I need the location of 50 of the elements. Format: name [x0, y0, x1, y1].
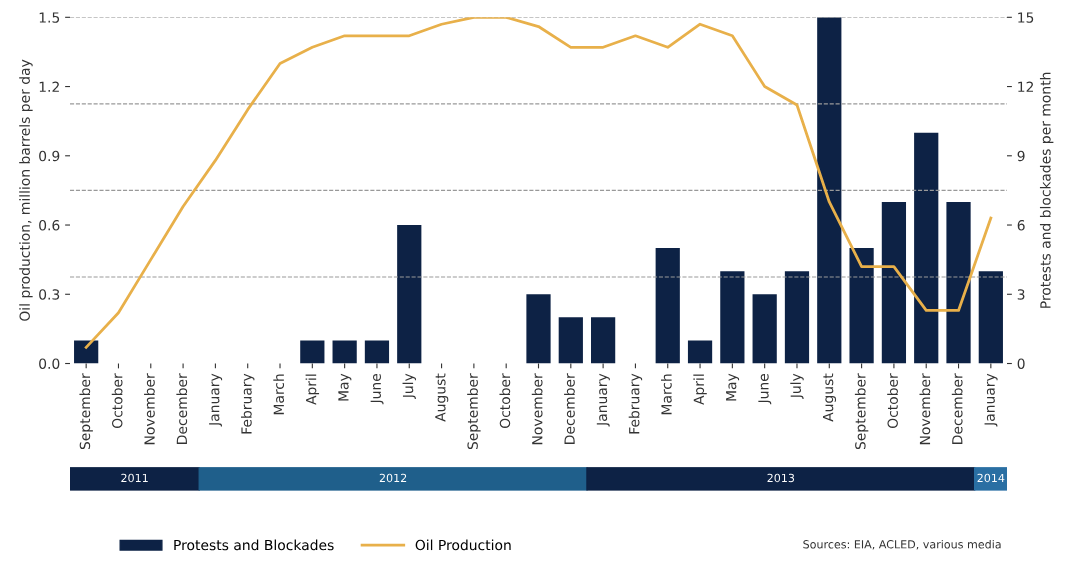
- y-tick-label: 1.5: [39, 12, 60, 23]
- x-tick-label: October: [111, 373, 123, 429]
- text: 2012: [379, 473, 407, 483]
- legend-label: Oil Production: [415, 539, 511, 551]
- x-tick-label: March: [661, 374, 672, 415]
- x-tick-label: September: [467, 373, 481, 450]
- text: 2013: [767, 473, 795, 483]
- x-tick-label: May: [726, 373, 740, 401]
- y-tick-label: 0.6: [39, 220, 60, 231]
- x-tick-label: June: [758, 373, 772, 405]
- y2-tick-label: 12: [1018, 81, 1033, 92]
- x-tick-label: February: [628, 373, 643, 434]
- y2-tick-label: 0: [1017, 358, 1025, 369]
- x-tick-label: July: [402, 373, 416, 399]
- x-tick-label: December: [564, 373, 575, 444]
- x-tick-label: September: [79, 373, 93, 450]
- y2-axis-title: Protests and blockades per month: [1039, 72, 1054, 308]
- x-tick-label: August: [435, 373, 449, 422]
- y-tick-label: 1.2: [39, 81, 59, 92]
- x-tick-label: April: [693, 374, 707, 405]
- y-tick-label: 0.3: [39, 289, 60, 300]
- y2-tick-label: 3: [1017, 289, 1025, 300]
- x-tick-label: November: [531, 373, 543, 445]
- x-tick-label: February: [240, 373, 255, 434]
- x-tick-label: November: [144, 373, 155, 445]
- x-tick-label: March: [273, 374, 285, 415]
- x-tick-label: November: [919, 373, 931, 445]
- x-tick-label: January: [209, 373, 223, 427]
- text: 2014: [977, 473, 1005, 483]
- x-tick-label: July: [790, 373, 804, 399]
- y-tick-label: 0.9: [39, 150, 60, 162]
- y-tick-label: 0.0: [39, 358, 60, 369]
- x-tick-label: December: [176, 373, 188, 444]
- x-tick-label: January: [984, 373, 998, 427]
- x-tick-label: April: [305, 374, 320, 405]
- x-tick-label: September: [854, 373, 869, 450]
- x-tick-label: October: [887, 373, 898, 429]
- y2-tick-label: 9: [1017, 150, 1025, 162]
- x-tick-label: October: [499, 373, 511, 429]
- x-tick-label: June: [370, 373, 384, 405]
- x-tick-label: August: [823, 373, 837, 422]
- x-tick-label: December: [951, 373, 963, 444]
- legend-label: Protests and Blockades: [174, 539, 334, 551]
- x-tick-label: May: [338, 373, 352, 401]
- y-axis-title: Oil production, million barrels per day: [19, 59, 33, 321]
- y2-tick-label: 6: [1017, 220, 1025, 231]
- x-tick-label: January: [596, 373, 610, 427]
- source-note: Sources: EIA, ACLED, various media: [803, 539, 1001, 550]
- text: 2011: [121, 473, 148, 483]
- y2-tick-label: 15: [1018, 12, 1034, 23]
